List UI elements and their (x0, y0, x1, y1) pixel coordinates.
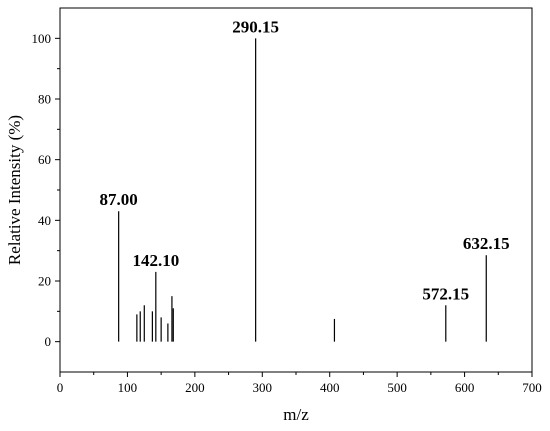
y-tick-label: 100 (32, 31, 52, 46)
y-tick-label: 80 (38, 92, 51, 107)
x-tick-label: 500 (387, 380, 407, 395)
x-tick-label: 700 (522, 380, 542, 395)
ticks-layer: 0 100 200 300 400 500 600 700 0 20 40 60 80 100 (32, 31, 542, 395)
peak-data-label: 632.15 (463, 234, 510, 253)
peaks-layer (118, 38, 487, 342)
y-tick-label: 20 (38, 274, 51, 289)
x-tick-label: 200 (185, 380, 205, 395)
peak-data-label: 572.15 (422, 284, 469, 303)
x-axis-label: m/z (283, 405, 309, 424)
x-tick-label: 400 (320, 380, 340, 395)
x-tick-label: 0 (57, 380, 64, 395)
peak-data-label: 142.10 (132, 251, 179, 270)
x-tick-label: 600 (455, 380, 475, 395)
plot-frame (59, 7, 533, 373)
y-tick-label: 40 (38, 213, 51, 228)
x-tick-label: 100 (118, 380, 138, 395)
y-axis-label: Relative Intensity (%) (5, 115, 24, 265)
x-tick-label: 300 (253, 380, 273, 395)
y-tick-label: 0 (45, 334, 52, 349)
peak-data-label: 87.00 (100, 190, 138, 209)
peak-data-label: 290.15 (232, 17, 279, 36)
y-tick-label: 60 (38, 152, 51, 167)
data-labels-layer: 87.00 142.10 290.15 572.15 632.15 (100, 17, 510, 303)
